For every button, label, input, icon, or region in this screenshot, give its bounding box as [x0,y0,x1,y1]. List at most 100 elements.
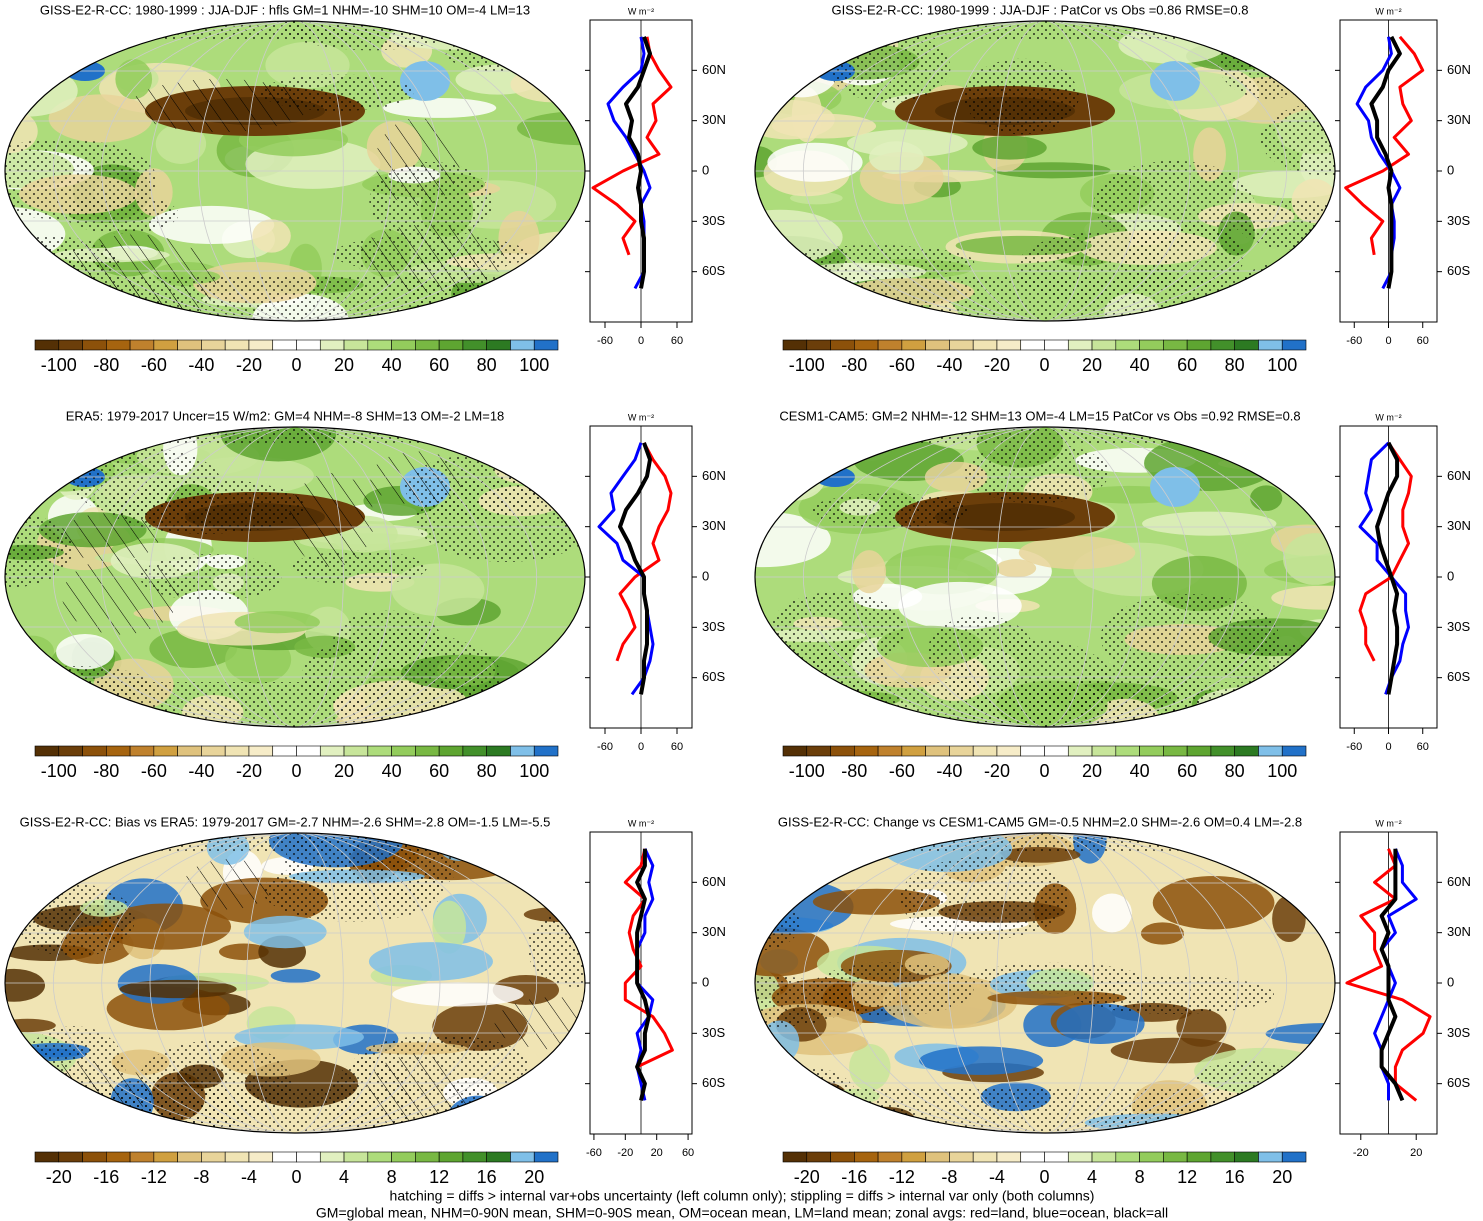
colorbar-label: 100 [519,761,549,781]
colorbar-label: -60 [889,355,915,375]
stipple [526,908,585,988]
colorbar-box [58,745,83,757]
hatching [375,117,460,206]
colorbar-box [34,339,60,351]
x-tick-label: 0 [638,741,644,753]
colorbar-box [82,1151,107,1163]
colorbar-label: 80 [477,761,497,781]
colorbar-label: 100 [1267,761,1297,781]
map-region [767,142,863,182]
colorbar-box [296,339,321,351]
x-tick-label: -60 [1346,335,1362,347]
hatching [370,451,464,505]
stipple [5,21,585,39]
colorbar-box [438,745,464,757]
graticule [996,833,1094,1133]
colorbar-box [1258,745,1283,757]
colorbar-label: 20 [1082,761,1102,781]
colorbar-box [486,1151,511,1163]
colorbar-label: 20 [334,761,354,781]
map-region [383,97,497,118]
y-tick-label: 30N [702,112,726,127]
graticule [899,21,1191,321]
map [754,20,1336,322]
colorbar-box [1091,339,1117,351]
panel-title: GISS-E2-R-CC: 1980-1999 : JJA-DJF : PatC… [832,2,1249,17]
panel-title: ERA5: 1979-2017 Uncer=15 W/m2: GM=4 NHM=… [66,408,505,423]
colorbar-box [1020,1151,1045,1163]
graticule [851,427,1239,727]
map-region [544,65,585,103]
x-tick-label: 60 [1417,741,1429,753]
graticule [899,427,1191,727]
colorbar-label: 60 [1177,761,1197,781]
colorbar-box [415,1151,440,1163]
colorbar-box [830,339,855,351]
colorbar-box [248,1151,274,1163]
x-tick-label: -20 [1353,1147,1369,1159]
colorbar-box [1210,745,1235,757]
colorbar-label: -40 [188,355,214,375]
map-region [852,550,887,594]
colorbar-box [1115,1151,1140,1163]
y-tick-label: 60N [702,62,726,77]
zonal-line [615,442,673,662]
zonal-line [1358,441,1410,695]
colorbar-box [106,745,131,757]
y-tick-label: 0 [1447,568,1454,583]
hatching [365,1054,468,1133]
graticule [996,427,1094,727]
map [754,426,1336,728]
map-region [5,968,46,1002]
zonal-line [1369,35,1402,289]
colorbar-box [854,339,879,351]
colorbar-box [996,745,1022,757]
graticule [246,21,344,321]
colorbar-box [1020,339,1045,351]
stipple [5,276,585,321]
colorbar-box [177,745,202,757]
map-region [1265,1023,1335,1045]
map-region [1271,585,1335,610]
map-region [506,704,585,724]
graticule [149,21,441,321]
unit-label: W m⁻² [628,6,654,16]
unit-label: W m⁻² [1375,6,1401,16]
map-region [155,123,207,164]
map-region [1056,1003,1145,1044]
colorbar-box [1139,745,1164,757]
stipple [1093,160,1255,247]
colorbar-label: 12 [1177,1167,1197,1187]
colorbar-box [1210,1151,1235,1163]
colorbar-box [201,1151,226,1163]
colorbar-box [1044,1151,1069,1163]
colorbar-label: -20 [794,1167,820,1187]
colorbar-label: 20 [524,1167,544,1187]
map-region [884,545,1000,595]
colorbar-box [462,745,487,757]
colorbar-box [438,339,464,351]
y-tick-label: 60N [702,874,726,889]
colorbar-label: -8 [193,1167,209,1187]
colorbar-label: 12 [429,1167,449,1187]
y-tick-label: 60S [1447,263,1470,278]
hatching [356,224,505,293]
colorbar-box [248,745,274,757]
stipple [755,833,1335,851]
y-tick-label: 60N [1447,874,1471,889]
map-region [48,94,153,143]
colorbar-box [1020,745,1045,757]
colorbar-box [972,745,998,757]
x-tick-label: 20 [1410,1147,1422,1159]
colorbar-box [1234,339,1259,351]
hatching [184,859,273,910]
colorbar-box [34,745,60,757]
colorbar-box [1281,745,1307,757]
map-region [536,844,585,876]
y-tick-label: 30S [702,213,725,228]
panel-title: GISS-E2-R-CC: Bias vs ERA5: 1979-2017 GM… [20,814,551,829]
y-tick-label: 30S [702,619,725,634]
stipple [777,245,975,280]
graticule [197,21,393,321]
unit-label: W m⁻² [1375,818,1401,828]
